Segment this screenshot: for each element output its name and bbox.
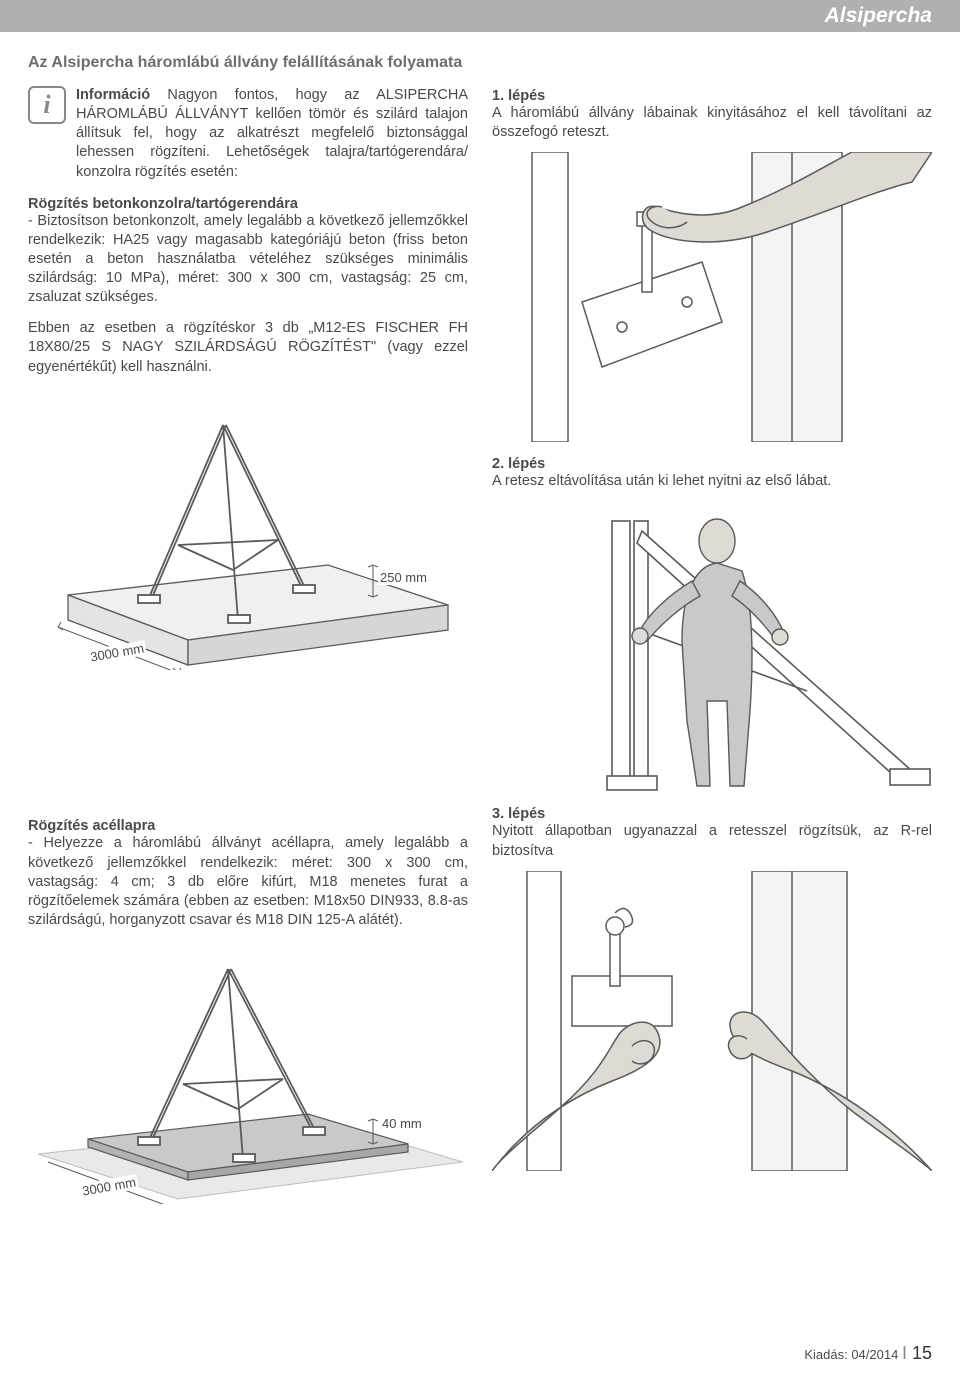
page-header: Alsipercha bbox=[0, 0, 960, 32]
section2-heading: Rögzítés acéllapra bbox=[28, 818, 468, 834]
dim-height-2: 40 mm bbox=[380, 1116, 424, 1131]
page-title: Az Alsipercha háromlábú állvány felállít… bbox=[28, 54, 932, 72]
left-column: i Információ Nagyon fontos, hogy az ALSI… bbox=[28, 86, 468, 796]
info-block: i Információ Nagyon fontos, hogy az ALSI… bbox=[28, 86, 468, 182]
step3-body: Nyitott állapotban ugyanazzal a retessze… bbox=[492, 822, 932, 860]
figure-steel-plate: 40 mm 3000 mm bbox=[28, 944, 468, 1204]
page-content: Az Alsipercha háromlábú állvány felállít… bbox=[0, 32, 960, 1204]
section1-body2: Ebben az esetben a rögzítéskor 3 db „M12… bbox=[28, 319, 468, 376]
top-columns: i Információ Nagyon fontos, hogy az ALSI… bbox=[28, 86, 932, 796]
figure-concrete-slab: 250 mm 3000 mm bbox=[28, 395, 468, 670]
step1-title: 1. lépés bbox=[492, 88, 932, 104]
bottom-columns: Rögzítés acéllapra - Helyezze a háromláb… bbox=[28, 804, 932, 1204]
figure-step1 bbox=[492, 152, 932, 442]
step1-body: A háromlábú állvány lábainak kinyitásáho… bbox=[492, 104, 932, 142]
info-icon: i bbox=[28, 86, 66, 124]
figure-step3 bbox=[492, 871, 932, 1171]
issue-label: Kiadás: 04/2014 bbox=[804, 1347, 898, 1362]
left-column-lower: Rögzítés acéllapra - Helyezze a háromláb… bbox=[28, 804, 468, 1204]
step2-title: 2. lépés bbox=[492, 456, 932, 472]
right-column-lower: 3. lépés Nyitott állapotban ugyanazzal a… bbox=[492, 804, 932, 1204]
footer-separator: I bbox=[902, 1343, 912, 1363]
section1-body: - Biztosítson betonkonzolt, amely legalá… bbox=[28, 212, 468, 308]
section2-body: - Helyezze a háromlábú állványt acéllapr… bbox=[28, 834, 468, 930]
step2-body: A retesz eltávolítása után ki lehet nyit… bbox=[492, 472, 932, 491]
brand-label: Alsipercha bbox=[825, 4, 932, 27]
figure-step2 bbox=[492, 501, 932, 796]
right-column: 1. lépés A háromlábú állvány lábainak ki… bbox=[492, 86, 932, 796]
info-label: Információ bbox=[76, 87, 150, 103]
page-number: 15 bbox=[912, 1343, 932, 1363]
page-footer: Kiadás: 04/2014 I 15 bbox=[804, 1343, 932, 1364]
dim-height-1: 250 mm bbox=[378, 570, 429, 585]
step3-title: 3. lépés bbox=[492, 806, 932, 822]
info-text: Információ Nagyon fontos, hogy az ALSIPE… bbox=[76, 86, 468, 182]
section1-heading: Rögzítés betonkonzolra/tartógerendára bbox=[28, 196, 468, 212]
